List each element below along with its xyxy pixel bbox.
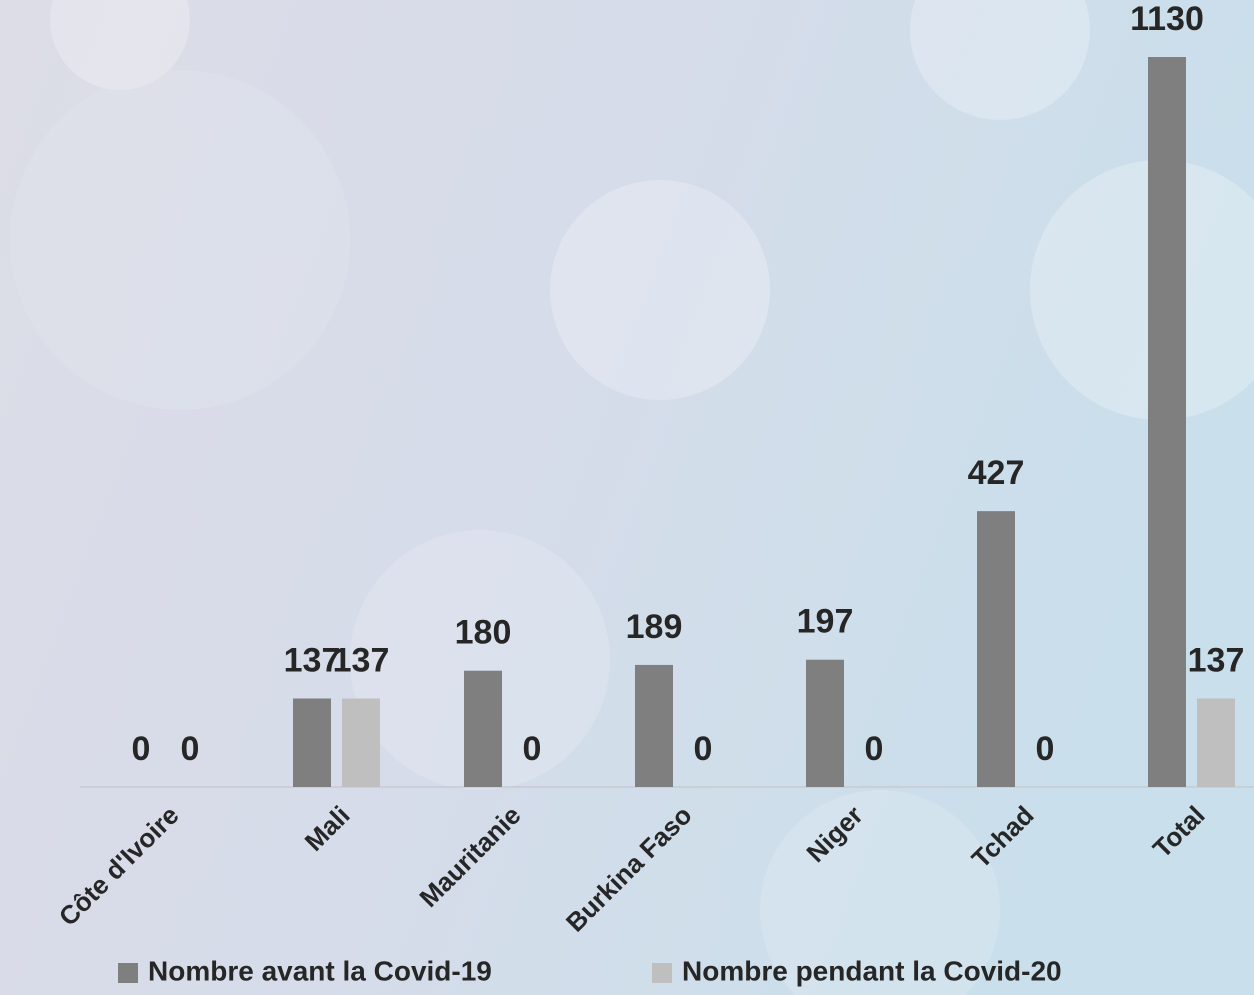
data-label: 180 [455,614,512,652]
data-label: 0 [1036,730,1055,768]
data-label: 137 [1188,641,1245,679]
data-label: 0 [694,730,713,768]
bar [635,665,673,787]
chart: Côte d'Ivoire00Mali137137Mauritanie1800B… [0,0,1254,995]
data-label: 137 [333,641,390,679]
legend-label: Nombre avant la Covid-19 [148,955,492,986]
data-label: 0 [865,730,884,768]
data-label: 0 [181,730,200,768]
legend-swatch [118,963,138,983]
bar [1148,57,1186,787]
data-label: 197 [797,603,854,641]
data-label: 189 [626,608,683,646]
bar [293,698,331,787]
data-label: 0 [523,730,542,768]
page: {"chart_data": {"type": "bar", "categori… [0,0,1254,995]
data-label: 427 [968,454,1025,492]
data-label: 1130 [1130,0,1204,38]
bar [977,511,1015,787]
legend-swatch [652,963,672,983]
legend-label: Nombre pendant la Covid-20 [682,955,1062,986]
data-label: 0 [132,730,151,768]
bar [464,671,502,787]
bar [342,698,380,787]
bar [806,660,844,787]
bar [1197,698,1235,787]
